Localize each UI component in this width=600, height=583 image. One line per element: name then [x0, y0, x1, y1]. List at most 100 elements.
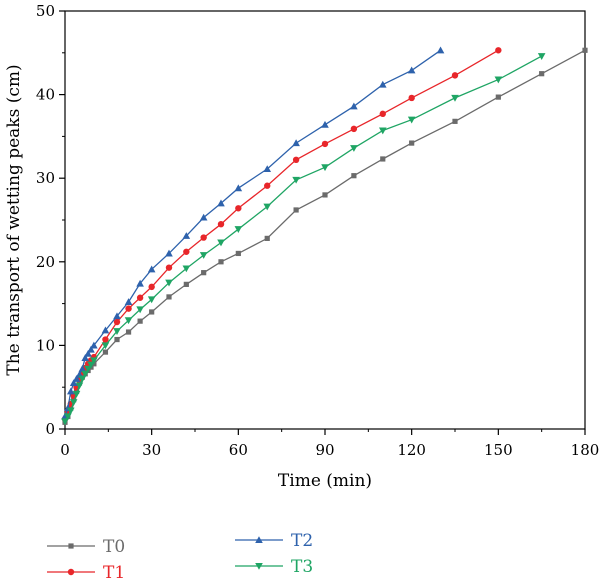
legend-marker — [68, 543, 74, 549]
data-point — [113, 312, 121, 320]
x-axis: 0 30 60 90 120 150 180 — [60, 429, 599, 459]
data-point — [263, 165, 272, 173]
x-tick-label: 30 — [142, 441, 161, 459]
data-point — [201, 270, 207, 276]
data-point — [136, 279, 144, 287]
data-point — [84, 349, 92, 357]
data-point — [452, 118, 458, 124]
data-point — [321, 164, 329, 172]
series-line-t2 — [64, 49, 441, 417]
data-point — [200, 234, 207, 241]
data-point — [101, 342, 110, 350]
series-t0 — [62, 47, 588, 425]
data-point — [137, 318, 143, 324]
data-point — [292, 176, 300, 184]
data-point — [322, 192, 328, 198]
legend-label: T1 — [103, 563, 125, 583]
data-point — [378, 127, 387, 135]
data-point — [102, 336, 109, 343]
series-layer — [61, 46, 588, 426]
data-point — [379, 110, 386, 118]
data-point — [113, 318, 121, 326]
data-point — [407, 66, 416, 74]
legend-item-t3: T3 — [235, 557, 313, 577]
data-point — [234, 184, 243, 192]
data-point — [199, 213, 208, 221]
data-point — [451, 72, 459, 79]
y-tick-label: 30 — [36, 169, 55, 187]
data-point — [217, 220, 225, 228]
data-point — [218, 259, 224, 265]
x-tick-label: 60 — [229, 441, 248, 459]
y-axis-label: The transport of wetting peaks (cm) — [4, 64, 24, 375]
data-point — [124, 298, 133, 305]
data-point — [148, 283, 155, 291]
x-tick-label: 180 — [571, 441, 600, 459]
data-point — [64, 413, 72, 421]
data-point — [136, 306, 144, 314]
series-t1 — [61, 47, 502, 423]
data-point — [409, 140, 415, 146]
data-point — [78, 375, 87, 383]
data-point — [124, 317, 133, 325]
data-point — [165, 249, 173, 257]
data-point — [408, 94, 415, 102]
data-point — [217, 199, 225, 207]
data-point — [495, 94, 501, 100]
data-point — [582, 47, 588, 53]
legend-label: T2 — [291, 531, 313, 551]
data-point — [234, 226, 243, 233]
x-axis-label: Time (min) — [278, 471, 372, 491]
data-point — [69, 379, 78, 387]
data-point — [165, 264, 173, 271]
data-point — [351, 173, 357, 179]
x-tick-label: 90 — [315, 441, 334, 459]
data-point — [451, 94, 459, 102]
data-point — [217, 239, 225, 247]
data-point — [539, 71, 545, 77]
data-point — [350, 125, 358, 133]
y-tick-label: 40 — [36, 86, 55, 104]
legend-label: T3 — [291, 557, 313, 577]
data-point — [165, 279, 173, 287]
data-point — [264, 235, 270, 241]
data-point — [199, 252, 208, 259]
data-point — [263, 203, 272, 211]
legend-marker — [255, 562, 263, 570]
data-point — [183, 248, 190, 255]
series-t2 — [61, 46, 445, 420]
data-point — [182, 265, 191, 273]
y-tick-label: 20 — [36, 253, 55, 271]
y-tick-label: 0 — [45, 420, 55, 438]
x-tick-label: 120 — [397, 441, 426, 459]
series-t3 — [61, 53, 546, 426]
data-point — [81, 354, 90, 361]
data-point — [147, 296, 156, 304]
data-point — [380, 156, 386, 162]
data-point — [292, 156, 300, 164]
y-axis: 0 10 20 30 40 50 — [36, 2, 65, 438]
data-point — [69, 399, 78, 407]
data-point — [264, 182, 271, 189]
legend-item-t2: T2 — [235, 531, 313, 551]
data-point — [292, 139, 300, 147]
data-point — [114, 336, 120, 343]
data-point — [494, 76, 503, 84]
data-point — [321, 120, 329, 128]
data-point — [125, 305, 132, 312]
data-point — [72, 375, 81, 382]
series-line-t3 — [64, 55, 543, 422]
legend-marker — [255, 536, 263, 544]
y-tick-label: 10 — [36, 336, 55, 354]
data-point — [78, 365, 87, 372]
series-line-t0 — [64, 49, 586, 423]
y-tick-label: 50 — [36, 2, 55, 20]
data-point — [90, 341, 98, 349]
data-point — [436, 46, 445, 54]
data-point — [102, 349, 109, 355]
data-point — [166, 294, 172, 300]
data-point — [147, 265, 156, 273]
series-line-t1 — [64, 49, 499, 420]
data-point — [136, 294, 144, 301]
